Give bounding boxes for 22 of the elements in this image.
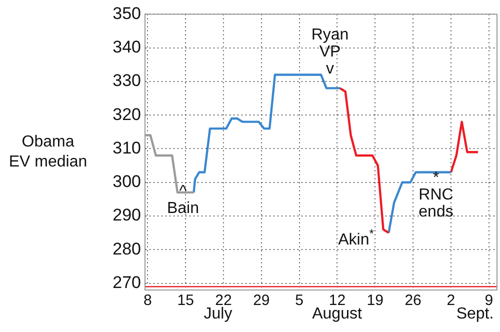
y-tick-label: 300 — [112, 172, 141, 192]
x-tick-label: 8 — [144, 292, 152, 310]
annotation: ^ Bain — [166, 182, 200, 217]
y-tick-label: 320 — [112, 104, 141, 124]
y-tick-label: 350 — [112, 4, 141, 23]
x-tick-label: 19 — [366, 292, 384, 310]
y-tick-label: 340 — [112, 38, 141, 57]
annotation: Ryan VP v — [311, 26, 349, 78]
x-tick-label: 2 — [446, 292, 456, 310]
x-tick-label: 29 — [253, 292, 270, 310]
annotation: * RNC ends — [418, 169, 454, 220]
x-tick-label: 5 — [295, 292, 304, 310]
y-tick-label: 270 — [112, 272, 141, 292]
x-tick-label: 26 — [404, 292, 422, 310]
y-tick-label: 280 — [112, 239, 141, 258]
y-axis-title: Obama EV median — [8, 134, 88, 171]
y-tick-label: 310 — [112, 138, 141, 158]
y-tick-label: 290 — [112, 206, 141, 225]
text: July — [204, 305, 232, 322]
annotation: Akin* — [338, 226, 374, 248]
y-tick-label: 330 — [112, 71, 141, 90]
x-tick-label: 15 — [177, 292, 194, 310]
